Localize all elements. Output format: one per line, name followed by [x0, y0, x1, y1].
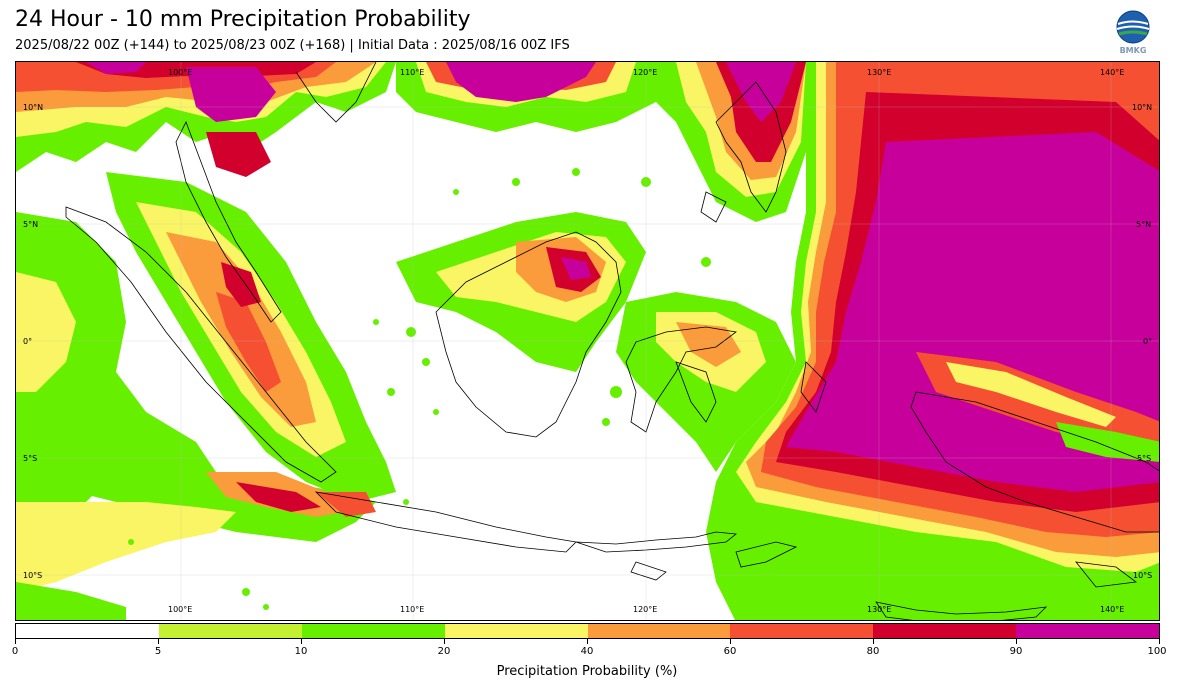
lon-label-bottom-110: 110°E	[400, 605, 425, 614]
colorbar-tick	[587, 639, 588, 644]
philippines-field	[656, 62, 806, 222]
colorbar-tick	[1159, 639, 1160, 644]
lat-label-right-10s: 10°S	[1133, 571, 1153, 580]
colorbar-tick	[301, 639, 302, 644]
lat-label-right-5n: 5°N	[1136, 220, 1152, 229]
colorbar-tick	[873, 639, 874, 644]
probability-field	[16, 62, 1159, 620]
lat-label-left-10s: 10°S	[23, 571, 43, 580]
colorbar-tick-label: 0	[11, 646, 19, 657]
lon-label-top-140: 140°E	[1100, 68, 1125, 77]
colorbar-tick-label: 60	[723, 646, 737, 657]
colorbar-segment-60-80	[730, 624, 874, 638]
colorbar-tick-label: 10	[294, 646, 308, 657]
sumatra-field	[106, 172, 396, 502]
lat-label-left-10n: 10°N	[23, 103, 44, 112]
colorbar-tick-label: 90	[1009, 646, 1023, 657]
lon-label-top-110: 110°E	[400, 68, 425, 77]
lon-label-bottom-100: 100°E	[168, 605, 193, 614]
colorbar-tick-label: 80	[866, 646, 880, 657]
colorbar-tick	[158, 639, 159, 644]
colorbar-tick	[15, 639, 16, 644]
graticule	[16, 62, 1159, 620]
colorbar-segment-10-20	[301, 624, 445, 638]
colorbar	[15, 623, 1160, 639]
colorbar-tick-label: 40	[580, 646, 594, 657]
lon-label-top-100: 100°E	[168, 68, 193, 77]
coastlines	[65, 62, 1159, 620]
lon-label-top-130: 130°E	[867, 68, 892, 77]
chart-subtitle: 2025/08/22 00Z (+144) to 2025/08/23 00Z …	[15, 38, 570, 53]
pacific-papua-field	[706, 62, 1159, 620]
colorbar-segment-0-5	[16, 624, 159, 638]
colorbar-segment-40-60	[587, 624, 731, 638]
chart-title: 24 Hour - 10 mm Precipitation Probabilit…	[15, 7, 471, 32]
northwest-field	[16, 62, 396, 177]
colorbar-segment-20-40	[444, 624, 588, 638]
colorbar-segment-5-10	[158, 624, 302, 638]
lat-label-right-0: 0°	[1143, 337, 1153, 346]
lat-label-left-5s: 5°S	[23, 454, 38, 463]
colorbar-segment-80-90	[873, 624, 1017, 638]
colorbar-tick	[730, 639, 731, 644]
speckles	[128, 168, 719, 610]
colorbar-tick-label: 5	[154, 646, 162, 657]
lat-label-left-0: 0°	[23, 337, 33, 346]
svg-text:BMKG: BMKG	[1120, 46, 1147, 55]
lat-label-right-5s: 5°S	[1137, 454, 1152, 463]
precipitation-map: 100°E 110°E 120°E 130°E 140°E 100°E 110°…	[15, 61, 1160, 621]
colorbar-tick	[444, 639, 445, 644]
lon-label-bottom-130: 130°E	[867, 605, 892, 614]
sulawesi-field	[616, 292, 796, 472]
colorbar-tick-label: 20	[437, 646, 451, 657]
north-central-field	[396, 62, 656, 132]
colorbar-segment-90-100	[1016, 624, 1159, 638]
colorbar-tick-label: 100	[1147, 646, 1167, 657]
lon-label-top-120: 120°E	[633, 68, 658, 77]
lon-label-bottom-140: 140°E	[1100, 605, 1125, 614]
lat-label-right-10n: 10°N	[1132, 103, 1153, 112]
colorbar-tick	[1016, 639, 1017, 644]
borneo-field	[396, 212, 646, 372]
lat-label-left-5n: 5°N	[23, 220, 39, 229]
colorbar-label: Precipitation Probability (%)	[496, 664, 678, 679]
bmkg-logo: BMKG	[1114, 10, 1152, 56]
lon-label-bottom-120: 120°E	[633, 605, 658, 614]
